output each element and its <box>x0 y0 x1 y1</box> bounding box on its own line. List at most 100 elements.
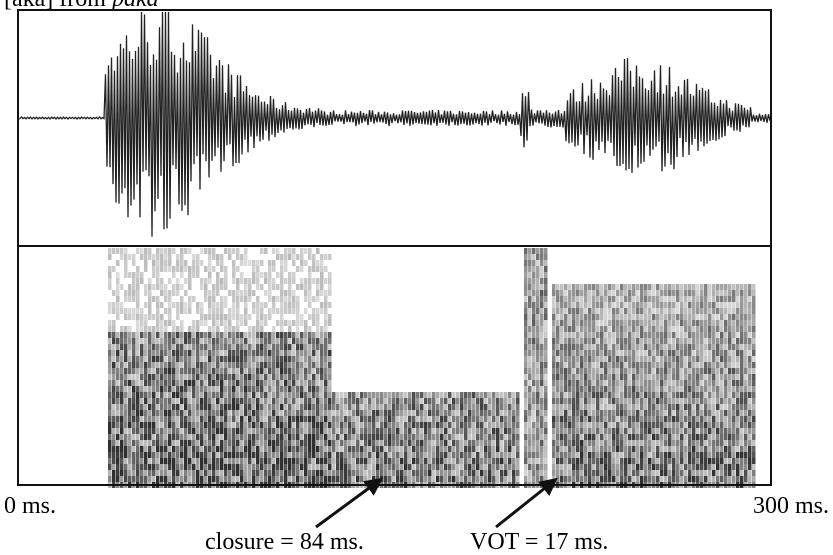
spectrogram-cell <box>728 434 732 440</box>
spectrogram-cell <box>692 458 696 464</box>
spectrogram-cell <box>556 464 560 470</box>
spectrogram-cell <box>140 368 144 374</box>
spectrogram-cell <box>732 392 736 398</box>
spectrogram-cell <box>316 278 320 284</box>
spectrogram-cell <box>136 386 140 392</box>
spectrogram-cell <box>652 326 656 332</box>
spectrogram-cell <box>500 476 504 482</box>
spectrogram-cell <box>332 422 336 428</box>
spectrogram-cell <box>164 470 168 476</box>
spectrogram-cell <box>112 404 116 410</box>
spectrogram-cell <box>680 392 684 398</box>
spectrogram-cell <box>720 470 724 476</box>
spectrogram-cell <box>164 284 168 290</box>
spectrogram-cell <box>372 434 376 440</box>
spectrogram-cell <box>656 374 660 380</box>
spectrogram-cell <box>180 428 184 434</box>
spectrogram-cell <box>252 332 256 338</box>
spectrogram-cell <box>132 356 136 362</box>
spectrogram-cell <box>128 344 132 350</box>
spectrogram-cell <box>224 404 228 410</box>
spectrogram-cell <box>560 470 564 476</box>
spectrogram-cell <box>328 332 332 338</box>
spectrogram-cell <box>148 308 152 314</box>
spectrogram-cell <box>684 428 688 434</box>
spectrogram-cell <box>596 380 600 386</box>
spectrogram-cell <box>728 416 732 422</box>
spectrogram-cell <box>644 314 648 320</box>
spectrogram-cell <box>172 380 176 386</box>
spectrogram-cell <box>332 434 336 440</box>
spectrogram-cell <box>244 416 248 422</box>
spectrogram-cell <box>272 248 276 254</box>
spectrogram-cell <box>144 386 148 392</box>
spectrogram-cell <box>576 332 580 338</box>
spectrogram-cell <box>748 398 752 404</box>
spectrogram-cell <box>276 476 280 482</box>
spectrogram-cell <box>632 386 636 392</box>
spectrogram-cell <box>224 326 228 332</box>
spectrogram-cell <box>244 248 248 254</box>
spectrogram-cell <box>304 452 308 458</box>
spectrogram-cell <box>324 470 328 476</box>
spectrogram-cell <box>144 464 148 470</box>
spectrogram-cell <box>480 446 484 452</box>
spectrogram-cell <box>484 452 488 458</box>
spectrogram-cell <box>192 338 196 344</box>
spectrogram-cell <box>152 386 156 392</box>
spectrogram-cell <box>540 458 544 464</box>
spectrogram-cell <box>140 410 144 416</box>
spectrogram-cell <box>720 410 724 416</box>
spectrogram-cell <box>536 392 540 398</box>
spectrogram-cell <box>164 368 168 374</box>
spectrogram-cell <box>616 446 620 452</box>
spectrogram-cell <box>476 476 480 482</box>
spectrogram-cell <box>748 380 752 386</box>
spectrogram-cell <box>592 422 596 428</box>
spectrogram-cell <box>256 338 260 344</box>
spectrogram-cell <box>572 326 576 332</box>
spectrogram-cell <box>268 338 272 344</box>
spectrogram-cell <box>504 464 508 470</box>
spectrogram-cell <box>596 356 600 362</box>
spectrogram-cell <box>172 368 176 374</box>
spectrogram-cell <box>528 392 532 398</box>
spectrogram-cell <box>116 332 120 338</box>
spectrogram-cell <box>412 428 416 434</box>
spectrogram-cell <box>652 386 656 392</box>
spectrogram-cell <box>532 338 536 344</box>
spectrogram-cell <box>700 362 704 368</box>
spectrogram-cell <box>580 332 584 338</box>
spectrogram-cell <box>108 308 112 314</box>
spectrogram-cell <box>324 434 328 440</box>
spectrogram-cell <box>236 302 240 308</box>
spectrogram-cell <box>488 434 492 440</box>
spectrogram-cell <box>692 338 696 344</box>
spectrogram-cell <box>244 410 248 416</box>
spectrogram-cell <box>204 470 208 476</box>
spectrogram-cell <box>416 464 420 470</box>
spectrogram-cell <box>208 464 212 470</box>
spectrogram-cell <box>172 398 176 404</box>
spectrogram-cell <box>156 398 160 404</box>
spectrogram-cell <box>448 398 452 404</box>
spectrogram-cell <box>704 380 708 386</box>
spectrogram-cell <box>152 416 156 422</box>
spectrogram-cell <box>652 464 656 470</box>
spectrogram-cell <box>608 332 612 338</box>
spectrogram-cell <box>144 392 148 398</box>
spectrogram-cell <box>712 404 716 410</box>
spectrogram-cell <box>584 464 588 470</box>
spectrogram-cell <box>176 368 180 374</box>
spectrogram-cell <box>704 356 708 362</box>
spectrogram-cell <box>608 440 612 446</box>
spectrogram-cell <box>320 260 324 266</box>
spectrogram-cell <box>628 314 632 320</box>
spectrogram-cell <box>712 464 716 470</box>
spectrogram-cell <box>320 284 324 290</box>
spectrogram-cell <box>268 344 272 350</box>
spectrogram-cell <box>680 350 684 356</box>
spectrogram-cell <box>696 350 700 356</box>
spectrogram-cell <box>732 446 736 452</box>
spectrogram-cell <box>336 416 340 422</box>
